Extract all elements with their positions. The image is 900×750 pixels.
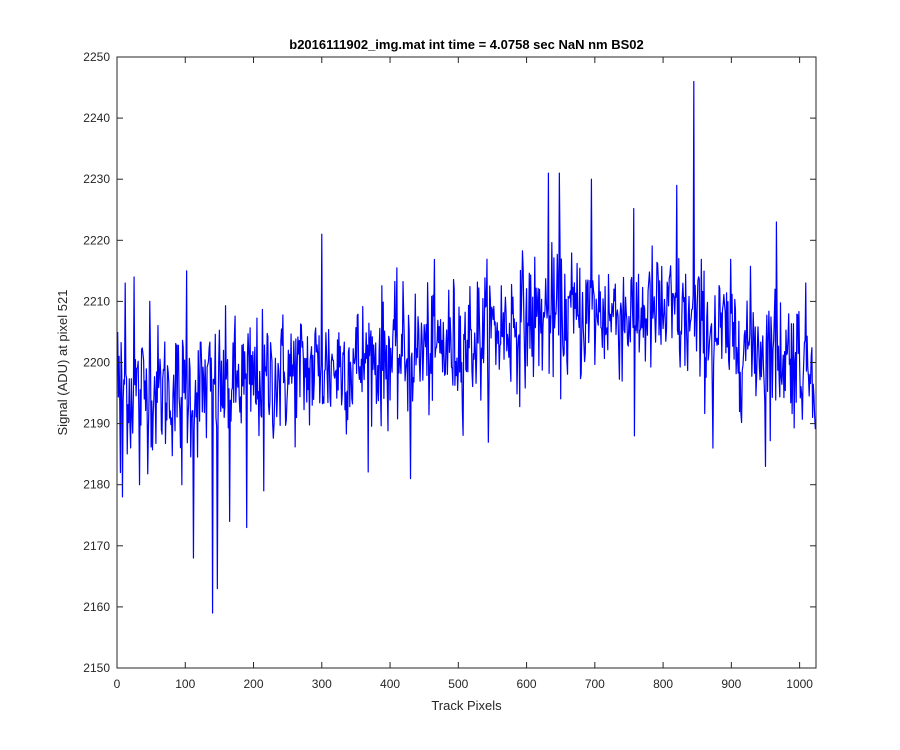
x-tick-label: 700 xyxy=(585,677,605,691)
axes-box xyxy=(116,56,817,669)
series-line xyxy=(117,80,817,614)
y-tick-label: 2160 xyxy=(83,600,110,614)
y-axis-label: Signal (ADU) at pixel 521 xyxy=(55,290,70,436)
y-tick-label: 2210 xyxy=(83,294,110,308)
x-tick-label: 1000 xyxy=(786,677,813,691)
x-tick-label: 900 xyxy=(721,677,741,691)
chart-title: b2016111902_img.mat int time = 4.0758 se… xyxy=(289,37,643,52)
y-tick-label: 2180 xyxy=(83,478,110,492)
x-tick-label: 800 xyxy=(653,677,673,691)
x-tick-label: 200 xyxy=(244,677,264,691)
x-tick-label: 600 xyxy=(517,677,537,691)
x-tick-label: 0 xyxy=(114,677,121,691)
x-tick-label: 300 xyxy=(312,677,332,691)
y-tick-label: 2170 xyxy=(83,539,110,553)
x-tick-label: 400 xyxy=(380,677,400,691)
y-tick-label: 2220 xyxy=(83,233,110,247)
y-tick-label: 2240 xyxy=(83,111,110,125)
y-tick-label: 2150 xyxy=(83,661,110,675)
x-axis-label: Track Pixels xyxy=(431,698,502,713)
y-tick-label: 2190 xyxy=(83,417,110,431)
y-tick-label: 2230 xyxy=(83,172,110,186)
y-tick-label: 2200 xyxy=(83,356,110,370)
tick-labels: 0 100 200 300 400 500 600 700 800 900 1000 2150 2160… xyxy=(83,50,813,691)
x-tick-label: 100 xyxy=(175,677,195,691)
y-tick-label: 2250 xyxy=(83,50,110,64)
x-tick-label: 500 xyxy=(448,677,468,691)
